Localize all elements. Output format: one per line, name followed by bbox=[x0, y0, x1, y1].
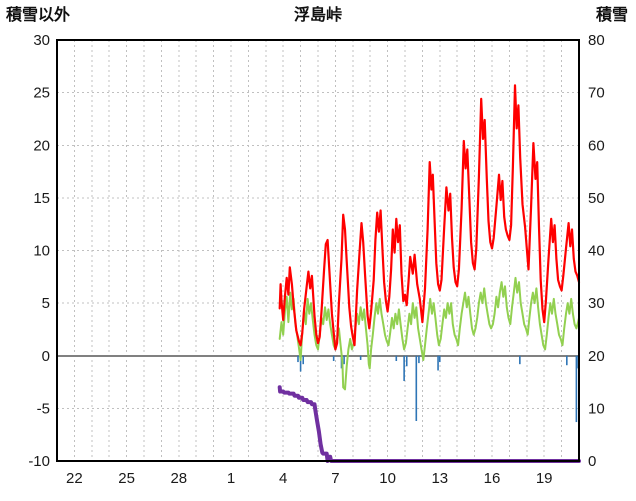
right-axis-tick-label: 20 bbox=[588, 348, 605, 365]
chart-title: 浮島峠 bbox=[293, 7, 342, 24]
series-red-line bbox=[278, 84, 581, 351]
left-axis-tick-label: 5 bbox=[42, 295, 50, 312]
right-axis-tick-label: 0 bbox=[588, 453, 596, 470]
x-axis-tick-label: 10 bbox=[379, 470, 396, 487]
left-axis-tick-label: 20 bbox=[33, 137, 50, 154]
plot-frame bbox=[56, 39, 580, 462]
right-axis-tick-label: 60 bbox=[588, 137, 605, 154]
left-axis-tick-label: 25 bbox=[33, 85, 50, 102]
right-axis-tick-label: 10 bbox=[588, 400, 605, 417]
x-axis-tick-label: 22 bbox=[66, 470, 83, 487]
grid-layer bbox=[57, 40, 579, 461]
x-axis-tick-label: 25 bbox=[118, 470, 135, 487]
left-axis-tick-label: 0 bbox=[42, 348, 50, 365]
x-axis-tick-label: 7 bbox=[331, 470, 339, 487]
left-axis-tick-label: 15 bbox=[33, 190, 50, 207]
left-axis-tick-label: 10 bbox=[33, 243, 50, 260]
x-axis-tick-label: 19 bbox=[536, 470, 553, 487]
right-axis-tick-label: 50 bbox=[588, 190, 605, 207]
right-axis-tick-label: 40 bbox=[588, 243, 605, 260]
x-axis-tick-label: 13 bbox=[431, 470, 448, 487]
x-axis-tick-label: 28 bbox=[170, 470, 187, 487]
right-axis-tick-label: 80 bbox=[588, 32, 605, 49]
series-blue-impulses bbox=[297, 355, 579, 423]
series-purple-step-line bbox=[277, 385, 581, 463]
right-axis-tick-label: 70 bbox=[588, 85, 605, 102]
series-green-line bbox=[278, 276, 580, 391]
left-axis-tick-label: -5 bbox=[37, 400, 50, 417]
purple-step-line bbox=[277, 385, 581, 463]
red-line bbox=[278, 84, 581, 351]
x-axis-tick-label: 4 bbox=[279, 470, 287, 487]
left-axis-title: 積雪以外 bbox=[6, 7, 71, 24]
left-axis-tick-label: -10 bbox=[28, 453, 50, 470]
x-axis-tick-label: 16 bbox=[484, 470, 501, 487]
left-axis-tick-label: 30 bbox=[33, 32, 50, 49]
green-line bbox=[278, 276, 580, 391]
right-axis-title: 積雪 bbox=[595, 7, 628, 24]
right-axis-tick-label: 30 bbox=[588, 295, 605, 312]
x-axis-tick-label: 1 bbox=[227, 470, 235, 487]
